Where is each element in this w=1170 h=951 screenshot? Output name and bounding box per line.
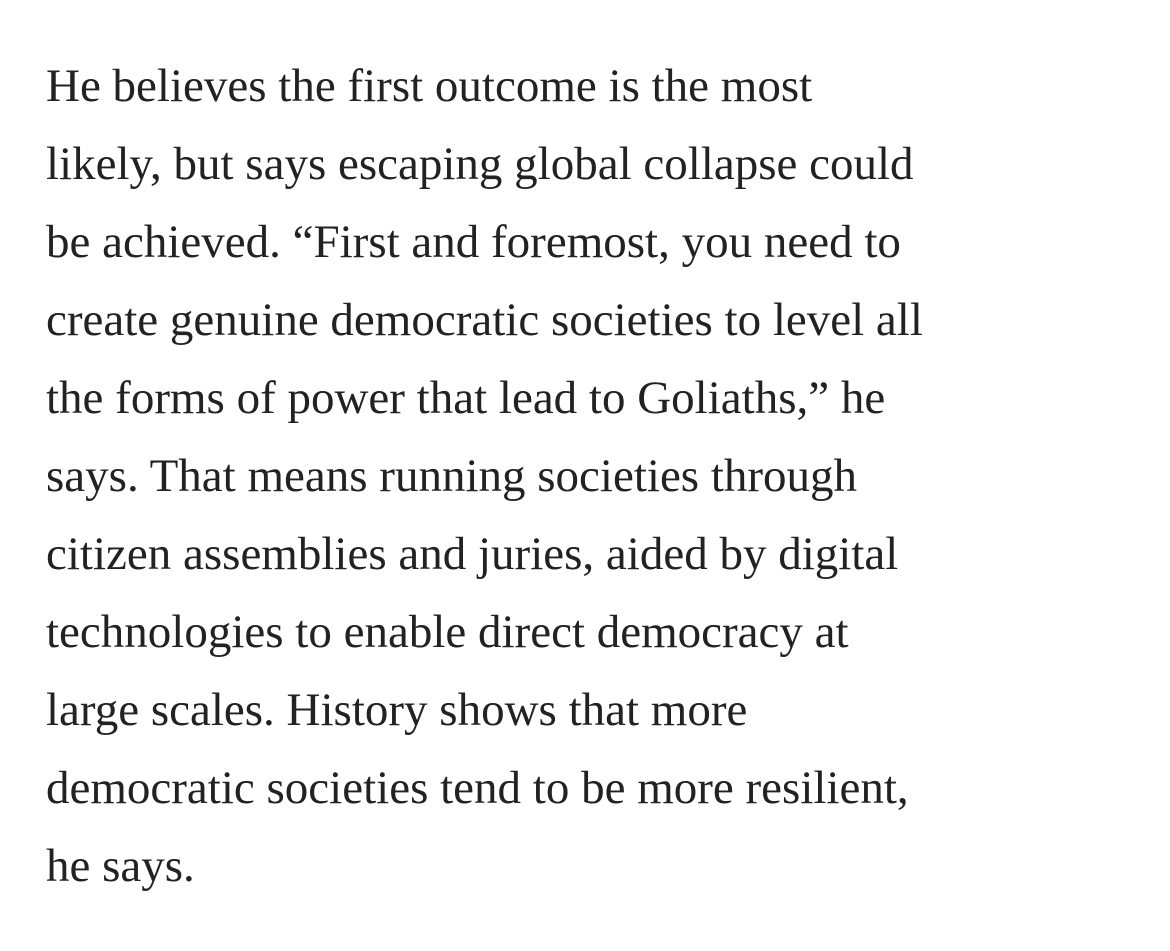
text-line: technologies to enable direct democracy …	[46, 606, 849, 658]
text-line: he says.	[46, 840, 195, 892]
text-line: citizen assemblies and juries, aided by …	[46, 528, 899, 580]
text-line: democratic societies tend to be more res…	[46, 762, 909, 814]
text-line: the forms of power that lead to Goliaths…	[46, 372, 886, 424]
text-line: He believes the first outcome is the mos…	[46, 60, 813, 112]
text-line: be achieved. “First and foremost, you ne…	[46, 216, 901, 268]
text-line: likely, but says escaping global collaps…	[46, 138, 914, 190]
paragraph: He believes the first outcome is the mos…	[46, 47, 1156, 905]
text-line: large scales. History shows that more	[46, 684, 748, 736]
text-line: says. That means running societies throu…	[46, 450, 858, 502]
text-line: create genuine democratic societies to l…	[46, 294, 923, 346]
